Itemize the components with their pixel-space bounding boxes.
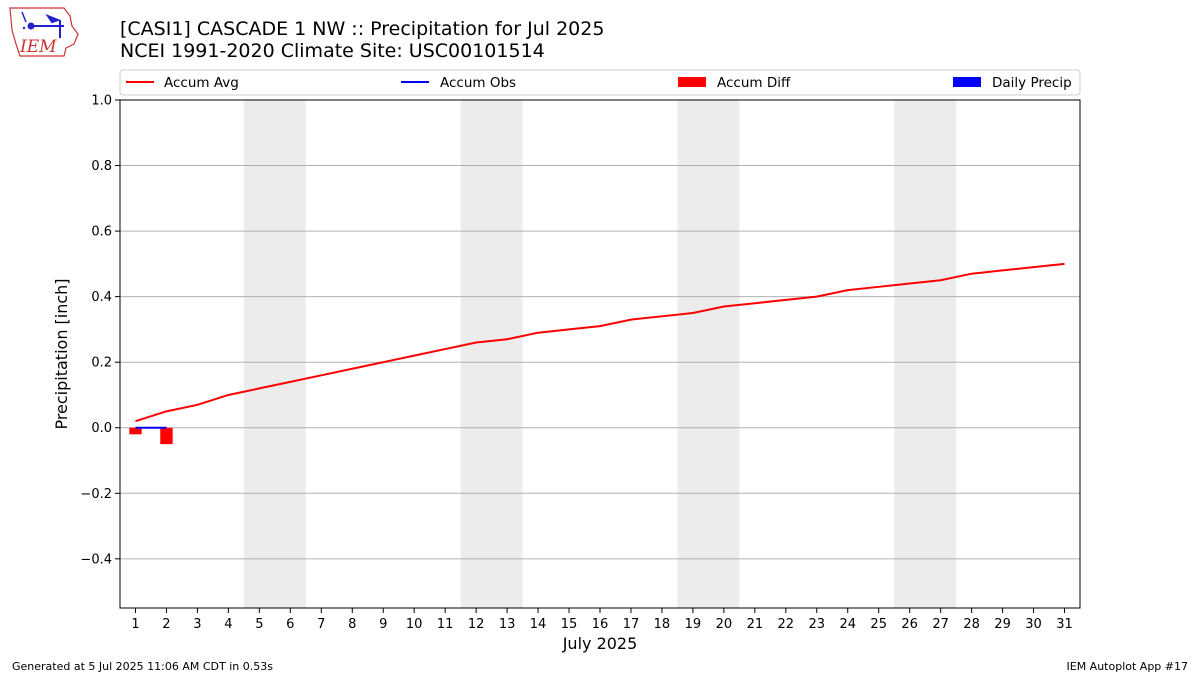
x-tick-label: 24 xyxy=(839,617,856,632)
chart-subtitle: NCEI 1991-2020 Climate Site: USC00101514 xyxy=(120,40,545,62)
legend-swatch-daily-precip xyxy=(953,77,981,87)
x-tick-label: 25 xyxy=(870,617,887,632)
legend-label-accum-obs: Accum Obs xyxy=(440,75,516,91)
footer-app-id: IEM Autoplot App #17 xyxy=(1066,660,1189,673)
bars xyxy=(129,427,173,445)
legend-entry-daily-precip: Daily Precip xyxy=(953,75,1072,91)
legend-label-daily-precip: Daily Precip xyxy=(992,75,1072,91)
y-axis-ticks: −0.4 −0.2 0.0 0.2 0.4 0.6 0.8 1.0 xyxy=(80,94,120,567)
iem-logo: IEM xyxy=(9,7,79,57)
weekend-band xyxy=(677,100,740,608)
footer-generated: Generated at 5 Jul 2025 11:06 AM CDT in … xyxy=(12,660,273,673)
legend-entry-accum-obs: Accum Obs xyxy=(401,75,516,91)
x-tick-label: 13 xyxy=(499,617,516,632)
x-tick-label: 14 xyxy=(530,617,547,632)
x-tick-label: 26 xyxy=(901,617,918,632)
x-tick-label: 23 xyxy=(809,617,826,632)
series-lines xyxy=(135,262,1065,429)
x-tick-label: 12 xyxy=(468,617,485,632)
gridlines xyxy=(120,165,1080,560)
x-tick-label: 7 xyxy=(317,617,325,632)
x-tick-label: 22 xyxy=(778,617,795,632)
x-tick-label: 2 xyxy=(162,617,170,632)
y-tick-label: 0.0 xyxy=(91,421,112,436)
x-tick-label: 11 xyxy=(437,617,454,632)
y-tick-label: 0.6 xyxy=(91,225,112,240)
weather-station-icon xyxy=(21,11,64,38)
y-tick-label: −0.2 xyxy=(80,487,112,502)
bar-accum-diff xyxy=(129,427,142,435)
legend-swatch-accum-diff xyxy=(678,77,706,87)
chart-title: [CASI1] CASCADE 1 NW :: Precipitation fo… xyxy=(120,18,604,40)
x-tick-label: 15 xyxy=(561,617,578,632)
legend: Accum Avg Accum Obs Accum Diff Daily Pre… xyxy=(119,69,1081,96)
x-tick-label: 18 xyxy=(654,617,671,632)
weekend-band xyxy=(243,100,306,608)
x-tick-label: 29 xyxy=(994,617,1011,632)
line-accum-avg xyxy=(135,262,1065,423)
weekend-shading xyxy=(243,100,957,608)
x-tick-label: 30 xyxy=(1025,617,1042,632)
x-axis-label: July 2025 xyxy=(562,634,638,653)
x-tick-label: 6 xyxy=(286,617,294,632)
x-tick-label: 10 xyxy=(406,617,423,632)
x-tick-label: 21 xyxy=(747,617,764,632)
y-tick-label: 0.4 xyxy=(91,290,112,305)
weekend-band xyxy=(460,100,523,608)
logo-text: IEM xyxy=(19,37,57,57)
y-tick-label: −0.4 xyxy=(80,552,112,567)
x-tick-label: 1 xyxy=(131,617,139,632)
x-tick-label: 31 xyxy=(1056,617,1073,632)
y-tick-label: 0.8 xyxy=(91,159,112,174)
x-tick-label: 5 xyxy=(255,617,263,632)
x-tick-label: 17 xyxy=(623,617,640,632)
x-tick-label: 20 xyxy=(716,617,733,632)
y-tick-label: 0.2 xyxy=(91,356,112,371)
x-tick-label: 8 xyxy=(348,617,356,632)
legend-label-accum-diff: Accum Diff xyxy=(717,75,791,91)
x-tick-label: 9 xyxy=(379,617,387,632)
legend-entry-accum-diff: Accum Diff xyxy=(678,75,791,91)
x-tick-label: 28 xyxy=(963,617,980,632)
x-tick-label: 19 xyxy=(685,617,702,632)
x-tick-label: 4 xyxy=(224,617,232,632)
x-tick-label: 16 xyxy=(592,617,609,632)
legend-frame xyxy=(119,69,1081,96)
y-axis-label: Precipitation [inch] xyxy=(52,278,71,429)
legend-label-accum-avg: Accum Avg xyxy=(164,75,239,91)
bar-accum-diff xyxy=(160,427,173,445)
weekend-band xyxy=(894,100,957,608)
y-tick-label: 1.0 xyxy=(91,94,112,109)
legend-entry-accum-avg: Accum Avg xyxy=(126,75,239,91)
x-axis-ticks: 1 2 3 4 5 6 7 8 9 10 11 12 13 14 15 16 17 18 19 20 21 22 23 24 2… xyxy=(131,608,1073,632)
x-tick-label: 3 xyxy=(193,617,201,632)
x-tick-label: 27 xyxy=(932,617,949,632)
